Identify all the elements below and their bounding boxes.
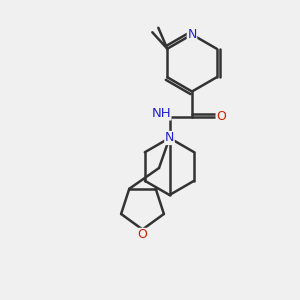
Text: N: N xyxy=(165,131,174,145)
Text: O: O xyxy=(138,228,147,242)
Text: NH: NH xyxy=(151,107,171,120)
Text: O: O xyxy=(216,110,226,124)
Text: N: N xyxy=(187,28,197,41)
